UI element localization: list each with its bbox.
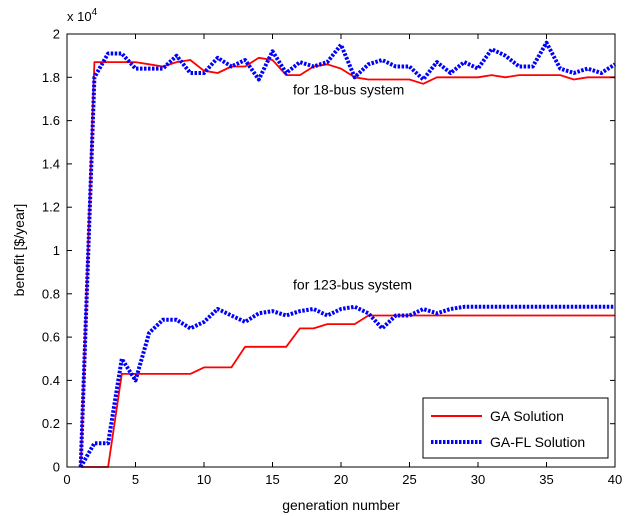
series-line-ga-fl-solution-123-bus	[78, 304, 615, 468]
plot-frame	[66, 33, 616, 468]
x-tick-label-8: 40	[608, 472, 622, 487]
series-line-ga-solution-123-bus	[80, 314, 615, 468]
y-tick-label-0: 0	[53, 460, 60, 475]
series-layer	[78, 40, 617, 468]
y-tick-label-2: 0.4	[42, 373, 60, 388]
series-line-ga-solution-18-bus	[79, 56, 615, 468]
x-tick-label-1: 5	[132, 472, 139, 487]
series-line-ga-fl-solution-18-bus	[78, 40, 617, 468]
x-tick-label-2: 10	[197, 472, 211, 487]
x-tick-label-5: 25	[402, 472, 416, 487]
ticks-layer: 0 5 10 15 20 25 30 35 40 0 0.2 0.4 0.6 0.8 1 1.2 1.4 1.6 1…	[42, 27, 622, 488]
x-tick-label-3: 15	[265, 472, 279, 487]
y-tick-label-1: 0.2	[42, 416, 60, 431]
legend-label-ga: GA Solution	[490, 408, 564, 424]
legend: GA Solution GA-FL Solution	[422, 397, 609, 459]
y-multiplier-exponent: 4	[92, 7, 98, 18]
y-tick-label-7: 1.4	[42, 156, 60, 171]
x-axis-label: generation number	[282, 497, 400, 513]
annotation-1: for 123-bus system	[293, 276, 412, 292]
y-axis-label: benefit [$/year]	[11, 204, 27, 297]
y-tick-label-3: 0.6	[42, 330, 60, 345]
x-tick-label-4: 20	[334, 472, 348, 487]
y-multiplier-base: x 10	[67, 9, 92, 24]
x-tick-label-7: 35	[539, 472, 553, 487]
x-tick-label-6: 30	[471, 472, 485, 487]
annotations: for 18-bus system for 123-bus system	[293, 82, 412, 293]
x-tick-label-0: 0	[63, 472, 70, 487]
y-tick-label-9: 1.8	[42, 70, 60, 85]
y-multiplier: x 104	[67, 7, 98, 24]
y-tick-label-4: 0.8	[42, 286, 60, 301]
legend-label-gafl: GA-FL Solution	[490, 434, 585, 450]
plot-area	[67, 34, 615, 467]
y-tick-label-6: 1.2	[42, 200, 60, 215]
legend-box	[422, 397, 609, 459]
y-tick-label-10: 2	[53, 27, 60, 42]
y-tick-label-5: 1	[53, 243, 60, 258]
y-tick-label-8: 1.6	[42, 113, 60, 128]
annotation-0: for 18-bus system	[293, 82, 404, 98]
